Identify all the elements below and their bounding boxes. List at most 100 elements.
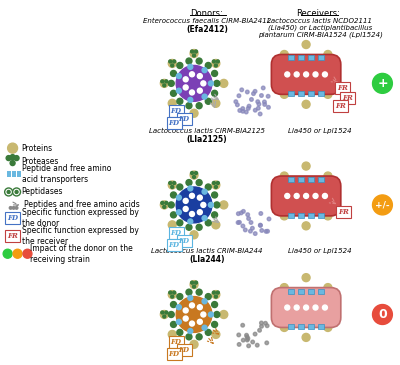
Circle shape (168, 80, 174, 87)
Text: FD: FD (171, 229, 182, 237)
Circle shape (302, 100, 310, 108)
Circle shape (186, 180, 192, 185)
Circle shape (247, 217, 250, 220)
FancyBboxPatch shape (298, 55, 304, 61)
Circle shape (212, 221, 220, 229)
FancyBboxPatch shape (308, 324, 314, 330)
Circle shape (324, 323, 332, 331)
FancyBboxPatch shape (169, 227, 184, 239)
Circle shape (168, 221, 176, 229)
Circle shape (176, 187, 212, 223)
FancyBboxPatch shape (169, 337, 184, 348)
Text: Lla450 or Lpl1524: Lla450 or Lpl1524 (288, 128, 352, 134)
Circle shape (263, 100, 266, 104)
Circle shape (170, 192, 176, 198)
Circle shape (190, 193, 194, 198)
Text: FD: FD (7, 214, 18, 222)
Circle shape (190, 50, 194, 53)
Circle shape (163, 84, 166, 87)
Text: Peptidases: Peptidases (22, 188, 63, 196)
FancyBboxPatch shape (177, 235, 192, 247)
Circle shape (160, 311, 168, 319)
Circle shape (176, 195, 181, 200)
Circle shape (258, 328, 261, 332)
Circle shape (241, 110, 244, 113)
Circle shape (258, 112, 262, 116)
Circle shape (302, 333, 310, 341)
Circle shape (212, 70, 218, 76)
Circle shape (160, 80, 168, 87)
Circle shape (247, 344, 250, 347)
Circle shape (15, 191, 18, 193)
Text: FD: FD (178, 346, 190, 354)
FancyBboxPatch shape (335, 82, 350, 94)
Circle shape (14, 155, 19, 161)
Circle shape (322, 72, 328, 77)
Circle shape (190, 341, 198, 348)
Circle shape (372, 195, 392, 215)
Circle shape (177, 184, 183, 190)
Circle shape (192, 54, 196, 57)
Circle shape (163, 205, 166, 208)
Circle shape (192, 176, 196, 178)
FancyBboxPatch shape (308, 55, 314, 61)
Text: FR: FR (335, 102, 346, 110)
Text: FD: FD (171, 107, 182, 115)
Circle shape (6, 155, 11, 161)
Circle shape (257, 102, 261, 106)
Circle shape (241, 107, 244, 110)
Circle shape (285, 72, 290, 77)
Text: Lactococcus lactis CIRM-BIA2125: Lactococcus lactis CIRM-BIA2125 (149, 128, 265, 134)
Circle shape (280, 50, 288, 58)
Circle shape (190, 171, 198, 179)
Text: FD: FD (169, 119, 180, 127)
Text: FD: FD (178, 237, 190, 245)
Circle shape (260, 324, 263, 328)
Circle shape (5, 188, 12, 196)
Circle shape (324, 212, 332, 220)
Circle shape (236, 212, 240, 215)
Text: +/-: +/- (375, 201, 390, 210)
Circle shape (176, 210, 181, 215)
Circle shape (254, 232, 257, 235)
Circle shape (194, 50, 198, 53)
Circle shape (10, 161, 15, 166)
Circle shape (177, 293, 183, 300)
FancyBboxPatch shape (5, 212, 20, 224)
Circle shape (280, 284, 288, 292)
Circle shape (322, 193, 328, 199)
Circle shape (202, 299, 207, 304)
FancyBboxPatch shape (298, 91, 304, 96)
Circle shape (183, 207, 188, 211)
Circle shape (190, 321, 194, 326)
FancyBboxPatch shape (333, 100, 348, 112)
Circle shape (12, 188, 20, 196)
Circle shape (186, 103, 192, 109)
Circle shape (240, 88, 244, 92)
Circle shape (324, 172, 332, 180)
Circle shape (313, 72, 318, 77)
FancyBboxPatch shape (298, 324, 304, 330)
Circle shape (324, 284, 332, 292)
FancyBboxPatch shape (5, 230, 20, 242)
Circle shape (216, 291, 219, 294)
FancyBboxPatch shape (318, 55, 324, 61)
Circle shape (205, 293, 211, 300)
Circle shape (214, 185, 217, 188)
Text: FD: FD (169, 241, 180, 249)
Circle shape (176, 319, 181, 324)
Circle shape (190, 231, 198, 239)
Text: (Lla450) or Lactiplantibacillus: (Lla450) or Lactiplantibacillus (268, 24, 372, 31)
Text: Specific function expressed by
the receiver: Specific function expressed by the recei… (22, 226, 138, 246)
FancyBboxPatch shape (336, 206, 351, 218)
Circle shape (23, 249, 32, 258)
Circle shape (212, 192, 218, 198)
Circle shape (280, 172, 288, 180)
Circle shape (188, 219, 193, 224)
Circle shape (263, 103, 266, 106)
FancyBboxPatch shape (318, 289, 324, 293)
FancyBboxPatch shape (271, 288, 341, 327)
Circle shape (294, 193, 299, 199)
Circle shape (197, 305, 202, 310)
Circle shape (190, 281, 198, 289)
